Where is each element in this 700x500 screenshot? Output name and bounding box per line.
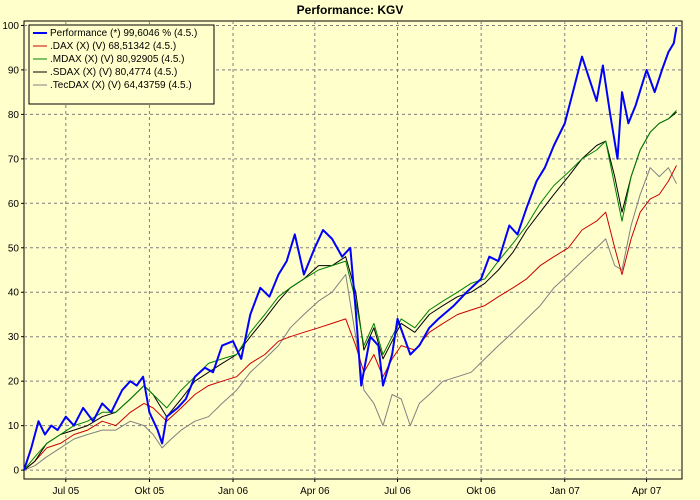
x-tick-label: Jul 05 xyxy=(52,486,79,497)
legend-label: .DAX (X) (V) 68,51342 (4.5.) xyxy=(50,41,176,52)
y-tick-label: 80 xyxy=(8,110,20,121)
y-tick-label: 20 xyxy=(8,377,20,388)
y-tick-label: 90 xyxy=(8,65,20,76)
legend: Performance (*) 99,6046 % (4.5.) .DAX (X)… xyxy=(28,24,215,105)
y-tick-label: 100 xyxy=(2,21,19,32)
legend-label: .TecDAX (X) (V) 64,43759 (4.5.) xyxy=(50,80,192,91)
x-tick-label: Okt 06 xyxy=(466,486,496,497)
series-line-1 xyxy=(23,165,677,471)
legend-label: Performance (*) 99,6046 % (4.5.) xyxy=(50,28,197,39)
legend-box xyxy=(28,24,215,105)
x-tick-label: Okt 05 xyxy=(135,486,165,497)
series-line-4 xyxy=(23,167,677,471)
legend-label: .SDAX (X) (V) 80,4774 (4.5.) xyxy=(50,67,177,78)
y-tick-label: 10 xyxy=(8,421,20,432)
x-tick-label: Jan 07 xyxy=(550,486,580,497)
y-tick-label: 50 xyxy=(8,243,20,254)
series-line-2 xyxy=(23,110,677,471)
y-tick-label: 40 xyxy=(8,288,20,299)
y-tick-label: 70 xyxy=(8,154,20,165)
x-tick-label: Apr 06 xyxy=(300,486,330,497)
chart-title: Performance: KGV xyxy=(297,3,404,17)
legend-label: .MDAX (X) (V) 80,92905 (4.5.) xyxy=(50,54,185,65)
y-tick-label: 0 xyxy=(13,466,19,477)
series-line-0 xyxy=(23,27,678,471)
series-group xyxy=(23,27,678,471)
x-tick-label: Jul 06 xyxy=(384,486,411,497)
y-tick-label: 30 xyxy=(8,332,20,343)
y-tick-label: 60 xyxy=(8,199,20,210)
x-tick-label: Jan 06 xyxy=(218,486,248,497)
x-tick-label: Apr 07 xyxy=(632,486,662,497)
axes: 0 10 20 30 40 50 60 70 80 90 100 Jul 05 Okt 05 Jan 06… xyxy=(2,21,661,497)
